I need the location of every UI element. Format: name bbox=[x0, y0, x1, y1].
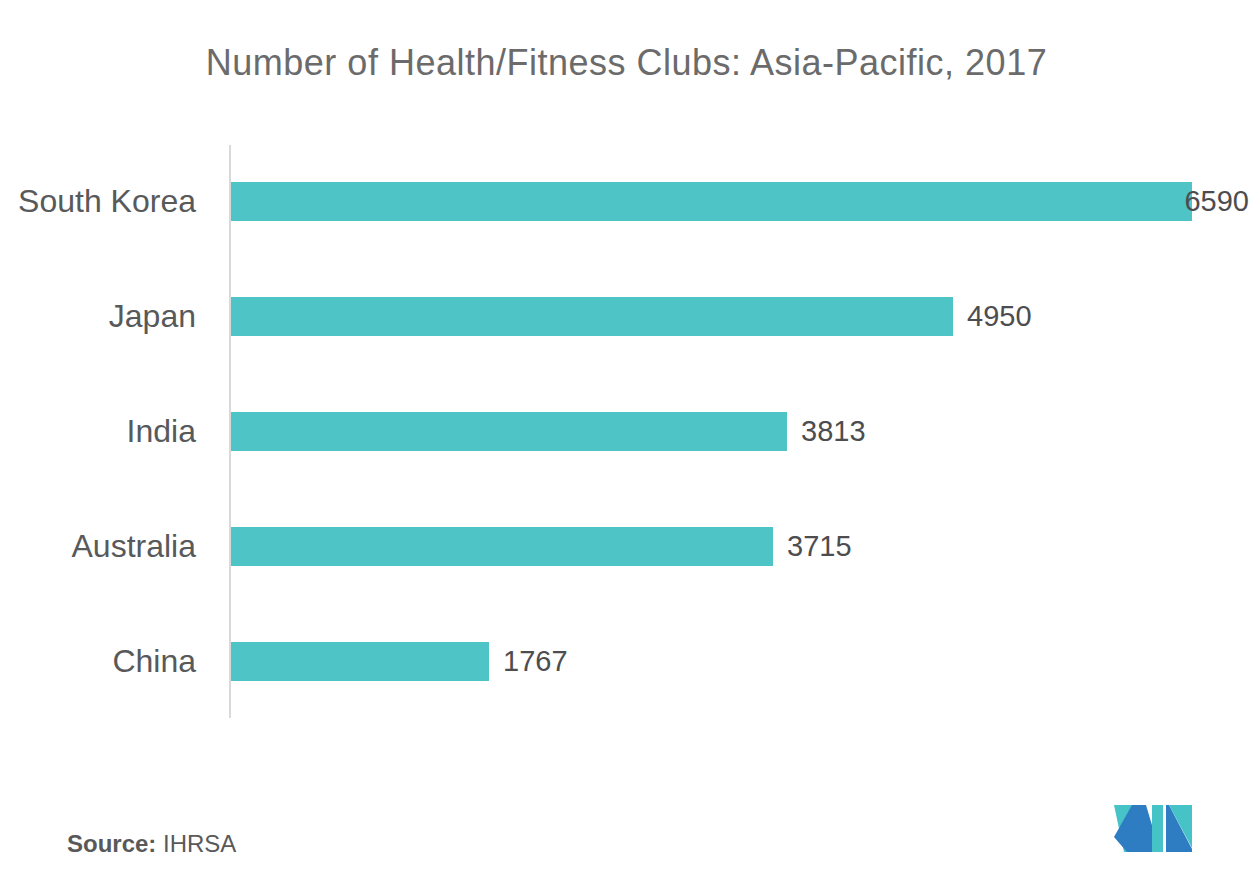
value-label-china: 1767 bbox=[503, 642, 568, 681]
value-label-india: 3813 bbox=[801, 412, 866, 451]
value-label-japan: 4950 bbox=[967, 297, 1032, 336]
bar-india bbox=[231, 412, 787, 451]
value-label-south-korea: 6590 bbox=[1184, 182, 1249, 221]
category-label-china: China bbox=[0, 642, 196, 681]
bar-australia bbox=[231, 527, 773, 566]
bar-china bbox=[231, 642, 489, 681]
source-value: IHRSA bbox=[163, 830, 236, 857]
chart-canvas: Number of Health/Fitness Clubs: Asia-Pac… bbox=[0, 0, 1253, 880]
logo-middle-teal-bar bbox=[1152, 805, 1163, 852]
source-label: Source: bbox=[67, 830, 156, 857]
category-label-india: India bbox=[0, 412, 196, 451]
category-label-japan: Japan bbox=[0, 297, 196, 336]
value-label-australia: 3715 bbox=[787, 527, 852, 566]
bar-south-korea bbox=[231, 182, 1192, 221]
source-note: Source: IHRSA bbox=[67, 830, 236, 858]
category-label-south-korea: South Korea bbox=[0, 182, 196, 221]
bar-japan bbox=[231, 297, 953, 336]
mordor-intelligence-logo bbox=[1114, 805, 1192, 852]
chart-title: Number of Health/Fitness Clubs: Asia-Pac… bbox=[0, 42, 1253, 84]
category-label-australia: Australia bbox=[0, 527, 196, 566]
